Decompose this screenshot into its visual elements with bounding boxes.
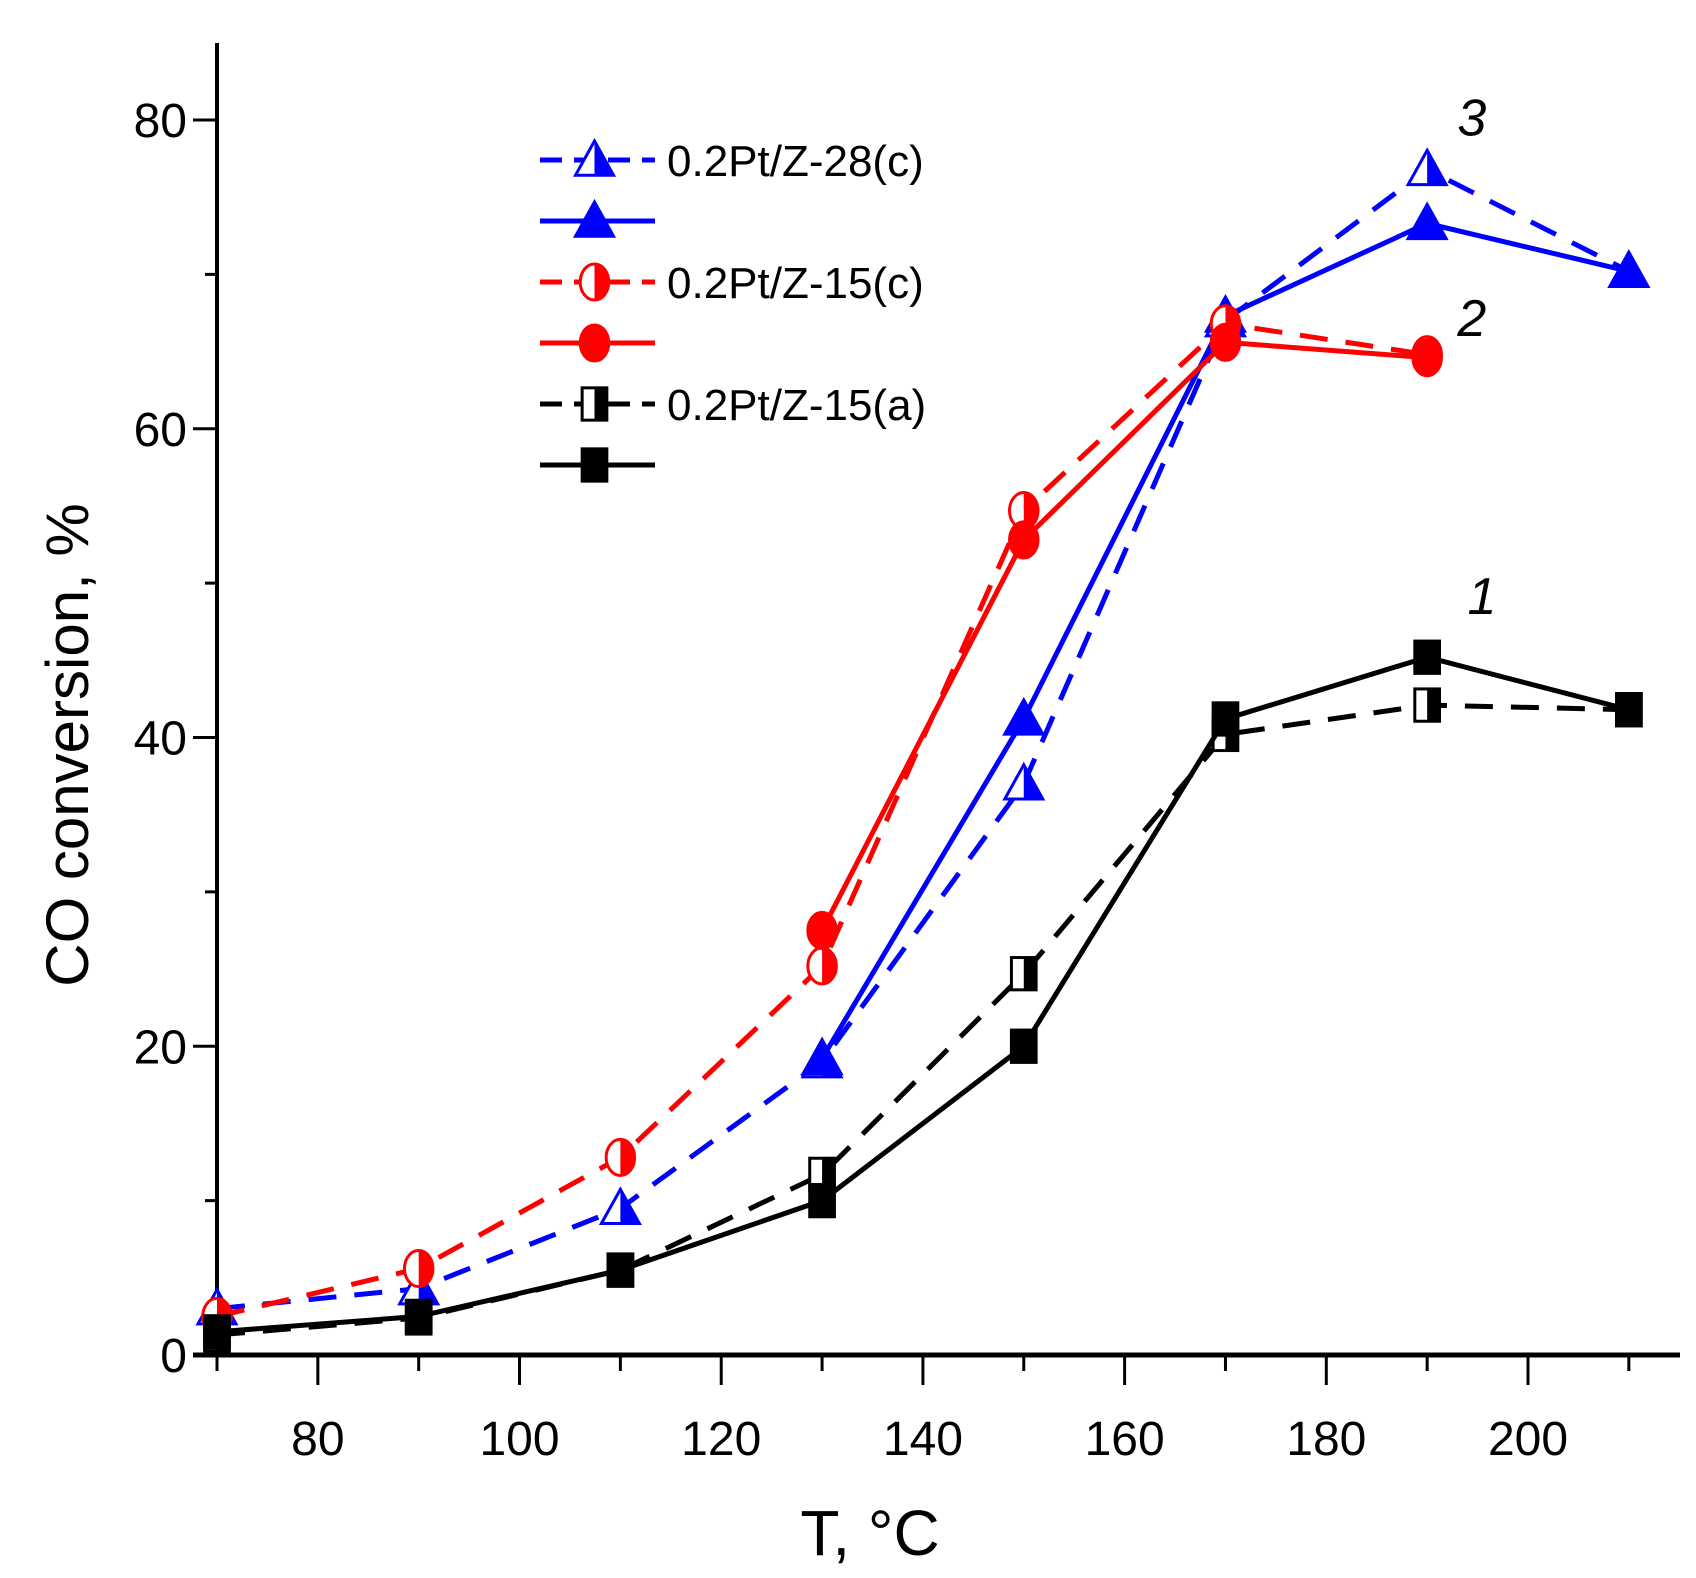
legend-marker (580, 447, 609, 483)
series-line (216, 166, 1630, 1312)
data-point (1607, 249, 1651, 288)
curve-label: 3 (1457, 89, 1486, 147)
legend-marker (578, 323, 611, 363)
data-point-fill (1023, 764, 1043, 800)
data-point (203, 1314, 231, 1350)
data-point (1008, 520, 1040, 560)
legend-marker-fill (594, 387, 607, 421)
data-point-fill (822, 1158, 835, 1191)
data-point (404, 1298, 433, 1335)
series-5 (203, 639, 1643, 1350)
data-point (800, 1036, 844, 1076)
x-tick-label: 160 (1085, 1413, 1165, 1466)
series-line (216, 702, 1629, 1338)
data-point (1009, 1028, 1038, 1064)
series-line (819, 339, 1428, 932)
data-point-fill (418, 1269, 438, 1304)
data-point (1614, 692, 1643, 728)
data-point (1002, 696, 1046, 736)
data-point-fill (1427, 150, 1447, 185)
legend-label: 0.2Pt/Z-15(a) (667, 381, 926, 430)
x-tick-label: 120 (681, 1413, 761, 1466)
data-point (1411, 338, 1443, 378)
data-point (1413, 639, 1442, 675)
y-axis-label: CO conversion, % (34, 503, 101, 987)
x-tick-label: 80 (291, 1413, 344, 1466)
x-axis-label: T, °C (800, 1497, 939, 1569)
legend-item (540, 323, 655, 363)
plot-area: 3 2 1 (195, 89, 1651, 1353)
x-tick-label: 200 (1488, 1413, 1568, 1466)
x-tick-label: 140 (883, 1413, 963, 1466)
data-point (806, 910, 838, 951)
data-point (1405, 201, 1449, 241)
curve-label: 2 (1456, 290, 1486, 348)
data-point (606, 1252, 635, 1288)
data-point-fill (822, 947, 837, 985)
y-tick-label: 40 (134, 713, 187, 766)
legend-item: 0.2Pt/Z-15(a) (540, 381, 926, 430)
x-tick-label: 100 (479, 1413, 559, 1466)
data-point-fill (1427, 688, 1440, 722)
series-line (216, 654, 1630, 1335)
series-3 (806, 322, 1443, 951)
data-point-fill (620, 1139, 635, 1176)
y-tick-label: 20 (134, 1021, 187, 1074)
axes: 80 100 120 140 160 180 200 0 20 40 60 80 (134, 43, 1680, 1466)
legend-label: 0.2Pt/Z-28(c) (667, 137, 924, 186)
legend-item: 0.2Pt/Z-28(c) (540, 137, 924, 186)
data-point-fill (1023, 957, 1037, 990)
data-point-fill (1023, 492, 1039, 529)
legend-marker-fill (594, 141, 614, 176)
legend-item: 0.2Pt/Z-15(c) (540, 259, 924, 308)
legend-marker (572, 198, 617, 238)
legend-marker-fill (594, 263, 609, 301)
data-point (1211, 701, 1240, 737)
data-point (808, 1182, 836, 1219)
x-tick-label: 180 (1286, 1413, 1366, 1466)
legend-label: 0.2Pt/Z-15(c) (667, 259, 924, 308)
legend-item (540, 447, 655, 483)
y-tick-label: 0 (160, 1330, 187, 1383)
data-point-fill (620, 1189, 640, 1224)
y-tick-label: 80 (134, 95, 187, 148)
y-tick-label: 60 (134, 404, 187, 457)
data-point (1209, 322, 1242, 362)
legend-item (540, 198, 655, 238)
legend: 0.2Pt/Z-28(c) 0.2Pt/Z-15(c) 0.2Pt/Z-15(a) (540, 137, 926, 483)
data-point-fill (418, 1250, 433, 1287)
curve-label: 1 (1467, 568, 1496, 626)
